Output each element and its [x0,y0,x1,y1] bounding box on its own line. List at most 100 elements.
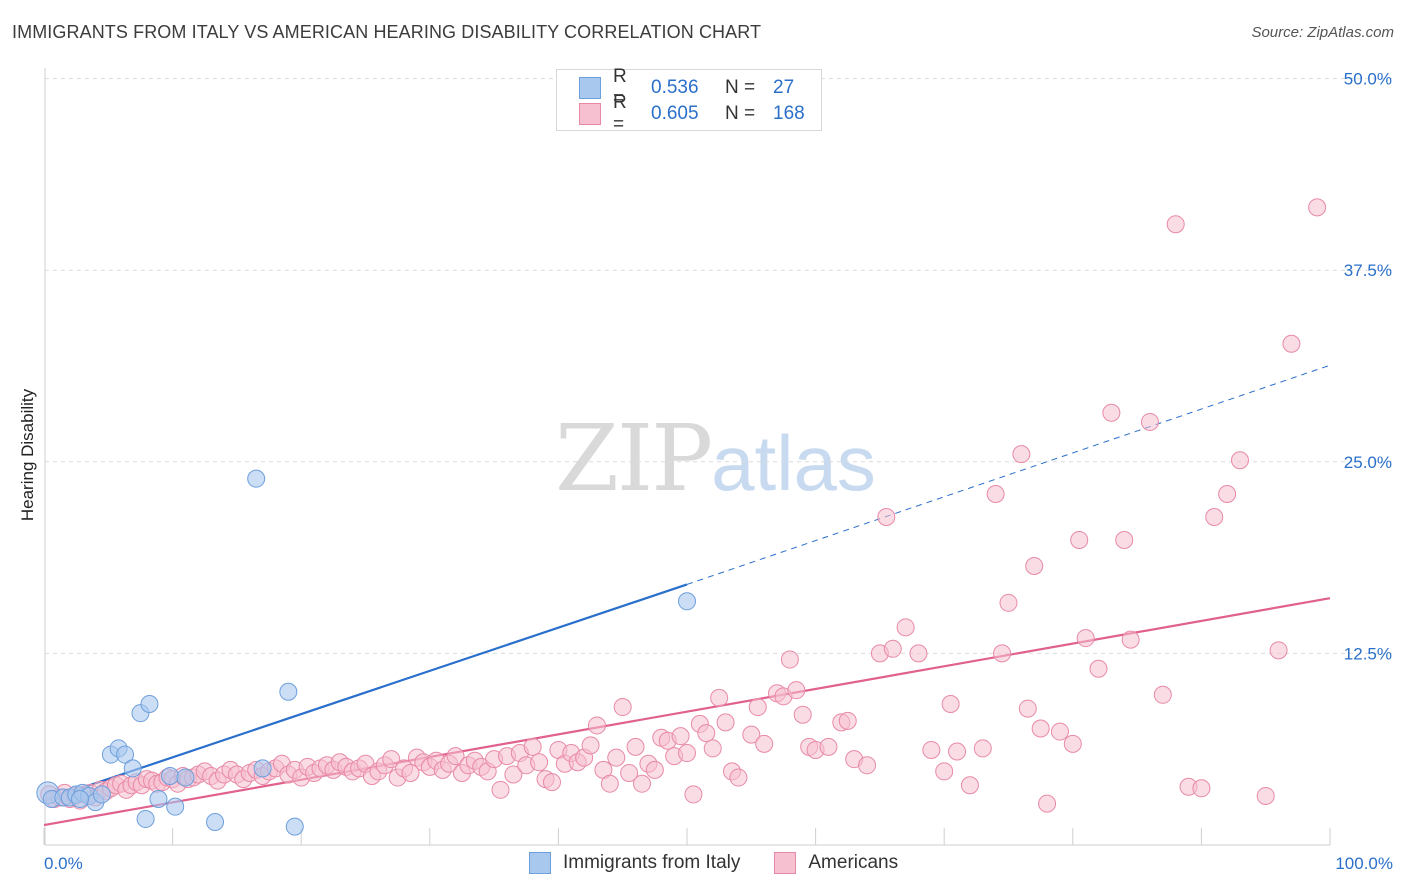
point-americans [909,644,928,663]
point-americans [838,711,857,730]
x-tick-label: 0.0% [44,854,83,873]
source-label: Source: ZipAtlas.com [1251,24,1394,41]
point-americans [491,780,510,799]
series-legend-americans[interactable]: Americans [774,852,898,874]
chart-title: IMMIGRANTS FROM ITALY VS AMERICAN HEARIN… [12,22,762,42]
point-italy [206,813,225,832]
point-americans [587,716,606,735]
point-americans [948,742,967,761]
legend-n-label: N = [725,103,756,124]
tick-labels: 12.5% 25.0% 37.5% 50.0% 0.0% 100.0% [44,70,1393,873]
point-americans [530,753,549,772]
point-americans [883,639,902,658]
point-americans [1102,403,1121,422]
point-americans [986,484,1005,503]
legend-r-value: 0.536 [651,77,699,98]
watermark: ZIPatlas [555,405,876,512]
point-americans [645,760,664,779]
point-americans [671,727,690,746]
trend-line-americans [43,597,1331,827]
y-tick-label: 12.5% [1344,644,1392,663]
point-americans [1025,557,1044,576]
point-italy [136,809,155,828]
point-americans [542,773,561,792]
watermark-zip: ZIP [555,405,713,512]
series-swatch-italy [529,852,551,874]
series-label-americans: Americans [808,852,899,873]
point-americans [1076,629,1095,648]
stats-legend: R = 0.536 N = 27 R = 0.605 N = 168 [556,66,822,135]
point-americans [1018,699,1037,718]
point-americans [1308,198,1327,217]
point-americans [446,747,465,766]
point-americans [1031,719,1050,738]
point-americans [504,765,523,784]
axes [43,68,1331,846]
point-americans [748,698,767,717]
watermark-atlas: atlas [711,419,876,507]
point-americans [973,739,992,758]
point-americans [632,774,651,793]
point-italy [176,768,195,787]
point-italy [116,745,135,764]
point-americans [678,744,696,763]
point-americans [684,785,703,804]
point-americans [793,705,812,724]
point-americans [858,756,877,775]
point-americans [1038,794,1057,813]
y-tick-label: 25.0% [1344,453,1392,472]
point-americans [742,725,761,744]
point-americans [1282,334,1301,353]
point-italy [149,790,168,809]
point-americans [960,776,979,795]
point-americans [922,740,941,759]
point-americans [729,768,748,787]
x-tick-label: 100.0% [1335,854,1393,873]
point-americans [620,763,639,782]
point-americans [787,681,806,700]
point-americans [1012,445,1031,464]
point-americans [999,593,1018,612]
point-americans [697,724,716,743]
point-americans [613,698,632,717]
y-tick-label: 50.0% [1344,70,1392,89]
point-americans [523,737,542,756]
point-americans [626,737,645,756]
point-americans [1089,659,1108,678]
point-italy [161,767,180,786]
point-americans [710,688,729,707]
series-legend-italy[interactable]: Immigrants from Italy [529,852,740,874]
point-americans [1050,722,1069,741]
point-americans [1269,641,1288,660]
point-italy [253,759,272,778]
y-tick-label: 37.5% [1344,261,1392,280]
point-americans [600,774,619,793]
point-americans [935,762,954,781]
point-americans [607,748,626,767]
point-americans [755,734,774,753]
point-americans [993,644,1012,663]
point-americans [1205,507,1224,526]
gridlines [45,78,1392,654]
point-americans [896,618,915,637]
series-swatch-americans [774,852,797,874]
point-americans [1230,451,1249,470]
legend-n-label: N = [725,77,756,98]
legend-swatch-americans [579,103,601,125]
point-italy [247,469,266,488]
point-americans [1070,530,1089,549]
point-americans [941,694,960,713]
point-americans [1115,530,1134,549]
point-italy [92,785,111,804]
legend-r-value: 0.605 [651,103,699,124]
point-americans [1153,685,1172,704]
point-americans [716,713,735,732]
series-legend: Immigrants from Italy Americans [529,852,932,874]
point-americans [1218,484,1237,503]
legend-r-label: R = [613,66,627,109]
point-americans [1063,734,1082,753]
point-italy [71,790,90,809]
legend-row-italy: R = 0.536 N = 27 [579,66,794,109]
point-americans [1140,412,1159,431]
